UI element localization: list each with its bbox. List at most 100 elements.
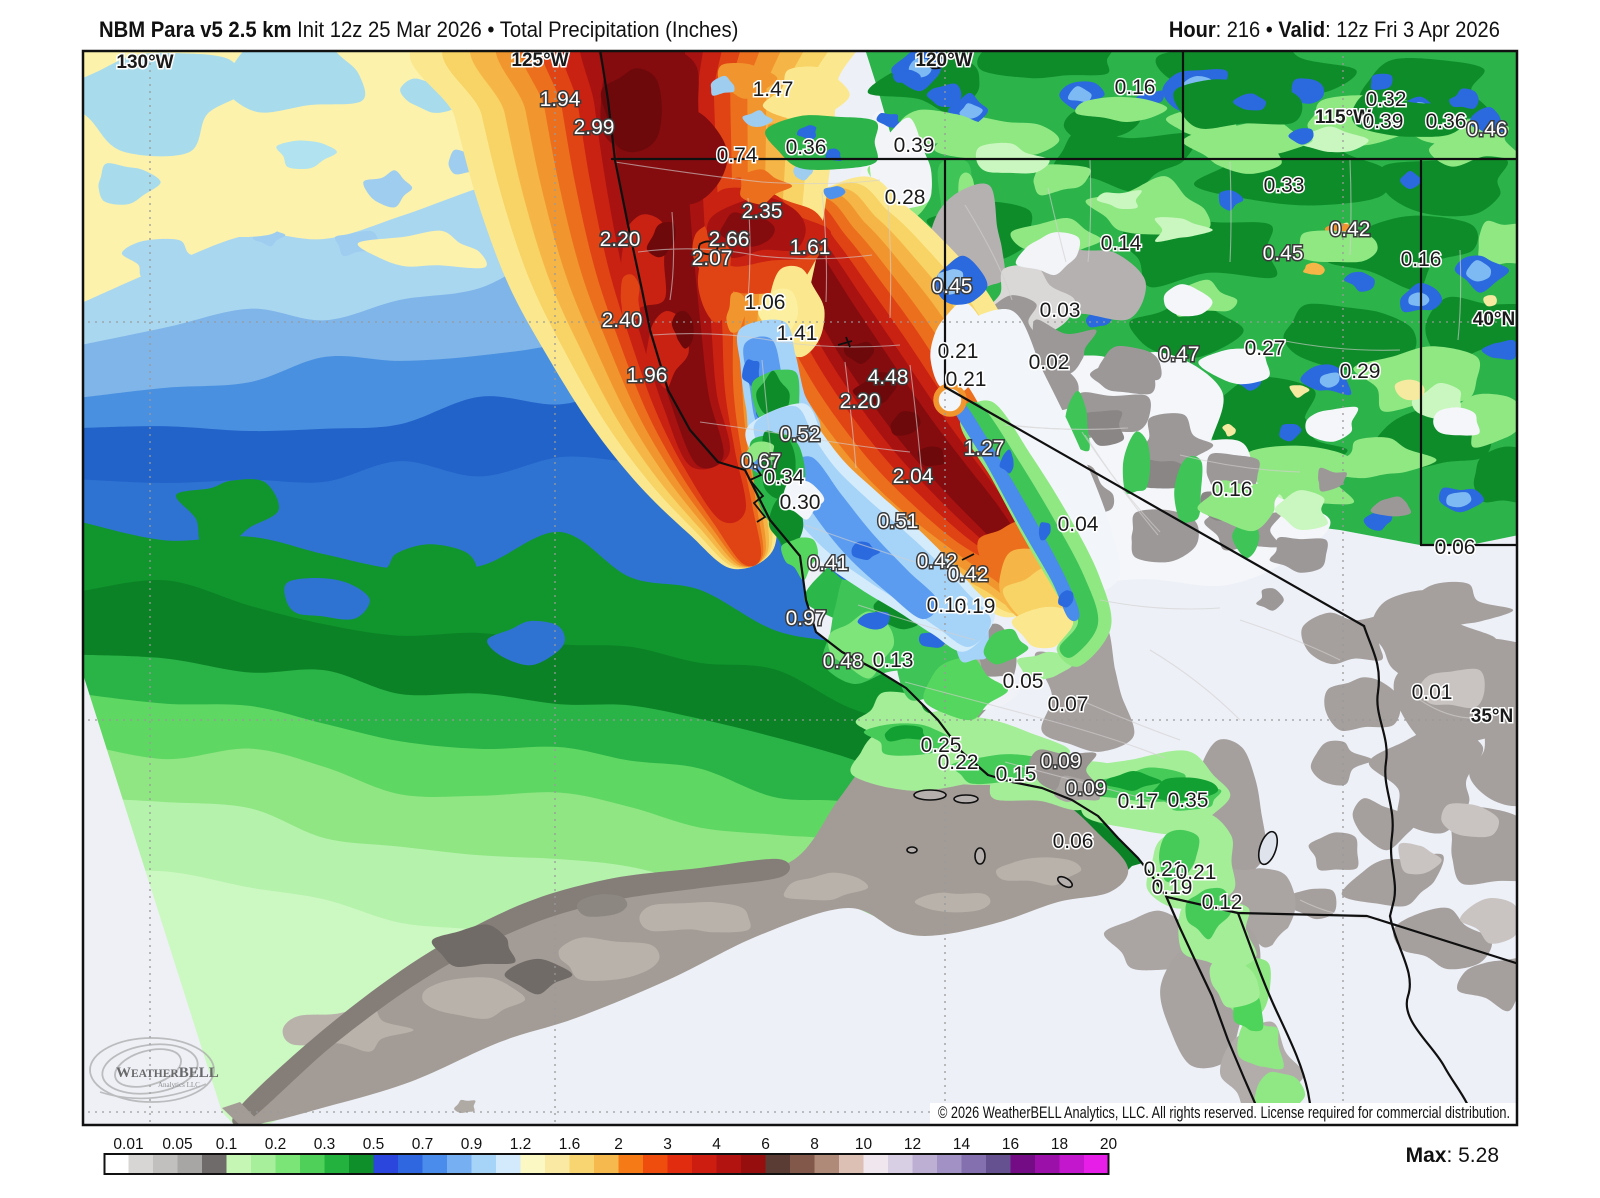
svg-text:0.16: 0.16	[1115, 76, 1156, 99]
svg-text:3: 3	[663, 1136, 672, 1153]
svg-text:6: 6	[761, 1136, 770, 1153]
svg-text:14: 14	[953, 1136, 971, 1153]
svg-text:0.9: 0.9	[461, 1136, 483, 1153]
svg-text:2.04: 2.04	[893, 465, 934, 488]
svg-text:0.05: 0.05	[1003, 670, 1044, 693]
svg-text:© 2026 WeatherBELL Analytics,: © 2026 WeatherBELL Analytics, LLC. All r…	[938, 1103, 1510, 1122]
svg-text:0.34: 0.34	[764, 466, 805, 489]
svg-text:130°W: 130°W	[116, 52, 173, 73]
svg-text:0.13: 0.13	[873, 649, 914, 672]
svg-text:16: 16	[1002, 1136, 1019, 1153]
svg-text:0.19: 0.19	[1152, 876, 1193, 899]
svg-text:0.45: 0.45	[1263, 242, 1304, 265]
svg-text:WEATHERBELL: WEATHERBELL	[116, 1065, 219, 1081]
svg-text:2.20: 2.20	[840, 390, 881, 413]
svg-text:2.20: 2.20	[600, 228, 641, 251]
svg-text:0.09: 0.09	[1066, 777, 1107, 800]
svg-text:1.2: 1.2	[510, 1136, 532, 1153]
svg-text:0.16: 0.16	[1401, 248, 1442, 271]
svg-text:0.25: 0.25	[921, 734, 962, 757]
svg-text:0.22: 0.22	[938, 751, 979, 774]
svg-text:0.07: 0.07	[1048, 693, 1089, 716]
svg-text:1.41: 1.41	[777, 322, 818, 345]
svg-text:0.17: 0.17	[1118, 790, 1159, 813]
svg-text:0.13: 0.13	[927, 594, 968, 617]
svg-text:0.30: 0.30	[780, 491, 821, 514]
svg-text:0.41: 0.41	[808, 552, 849, 575]
svg-text:0.1: 0.1	[216, 1136, 238, 1153]
svg-text:2.07: 2.07	[692, 247, 733, 270]
svg-text:0.21: 0.21	[1176, 861, 1217, 884]
svg-text:2.99: 2.99	[574, 116, 615, 139]
svg-text:0.04: 0.04	[1058, 513, 1099, 536]
svg-text:120°W: 120°W	[915, 50, 972, 71]
svg-text:0.3: 0.3	[314, 1136, 336, 1153]
svg-text:2.35: 2.35	[742, 200, 783, 223]
svg-text:0.7: 0.7	[412, 1136, 434, 1153]
svg-text:10: 10	[855, 1136, 873, 1153]
svg-text:0.5: 0.5	[363, 1136, 385, 1153]
svg-text:4: 4	[712, 1136, 721, 1153]
svg-text:0.46: 0.46	[1467, 118, 1508, 141]
svg-text:0.97: 0.97	[786, 607, 827, 630]
svg-text:2.40: 2.40	[602, 309, 643, 332]
svg-text:0.33: 0.33	[1264, 174, 1305, 197]
svg-text:4.48: 4.48	[868, 366, 909, 389]
svg-text:0.51: 0.51	[878, 510, 919, 533]
svg-text:12: 12	[904, 1136, 921, 1153]
svg-text:0.74: 0.74	[717, 144, 758, 167]
svg-text:1.06: 1.06	[745, 291, 786, 314]
svg-text:0.21: 0.21	[938, 340, 979, 363]
svg-text:0.12: 0.12	[1202, 891, 1243, 914]
svg-text:Max: 5.28: Max: 5.28	[1406, 1144, 1499, 1167]
svg-text:0.02: 0.02	[1029, 351, 1070, 374]
svg-text:2: 2	[614, 1136, 623, 1153]
svg-text:20: 20	[1100, 1136, 1118, 1153]
svg-text:115°W: 115°W	[1315, 107, 1371, 128]
svg-text:0.09: 0.09	[1041, 750, 1082, 773]
svg-text:0.39: 0.39	[1363, 110, 1404, 133]
svg-text:0.05: 0.05	[162, 1136, 192, 1153]
svg-text:1.96: 1.96	[627, 364, 668, 387]
svg-text:8: 8	[810, 1136, 819, 1153]
svg-text:Analytics LLC: Analytics LLC	[158, 1081, 200, 1089]
svg-text:1.61: 1.61	[790, 236, 831, 259]
svg-text:35°N: 35°N	[1471, 706, 1513, 727]
svg-text:1.94: 1.94	[540, 88, 581, 111]
svg-text:0.42: 0.42	[1330, 218, 1371, 241]
svg-text:18: 18	[1051, 1136, 1068, 1153]
svg-text:0.27: 0.27	[1245, 337, 1286, 360]
svg-text:0.35: 0.35	[1168, 789, 1209, 812]
svg-text:0.47: 0.47	[1159, 343, 1200, 366]
svg-text:0.32: 0.32	[1366, 88, 1407, 111]
svg-text:0.14: 0.14	[1101, 232, 1142, 255]
svg-text:0.21: 0.21	[946, 368, 987, 391]
svg-text:1.27: 1.27	[964, 437, 1005, 460]
svg-text:0.36: 0.36	[1426, 110, 1467, 133]
svg-text:1.47: 1.47	[753, 78, 794, 101]
svg-text:0.19: 0.19	[955, 595, 996, 618]
svg-text:0.28: 0.28	[885, 186, 926, 209]
svg-text:0.2: 0.2	[265, 1136, 287, 1153]
svg-text:0.16: 0.16	[1212, 478, 1253, 501]
svg-text:0.67: 0.67	[741, 450, 782, 473]
svg-text:40°N: 40°N	[1473, 309, 1515, 330]
svg-text:0.06: 0.06	[1053, 830, 1094, 853]
svg-text:0.42: 0.42	[948, 563, 989, 586]
svg-text:0.48: 0.48	[823, 650, 864, 673]
svg-text:0.39: 0.39	[894, 134, 935, 157]
svg-text:2.66: 2.66	[709, 228, 750, 251]
svg-text:0.52: 0.52	[780, 423, 821, 446]
svg-text:0.03: 0.03	[1040, 299, 1081, 322]
svg-text:0.15: 0.15	[996, 763, 1037, 786]
svg-text:0.42: 0.42	[917, 550, 958, 573]
svg-text:0.29: 0.29	[1340, 360, 1381, 383]
svg-text:0.36: 0.36	[786, 136, 827, 159]
svg-text:0.01: 0.01	[1412, 681, 1453, 704]
svg-text:0.45: 0.45	[932, 275, 973, 298]
svg-text:1.6: 1.6	[559, 1136, 581, 1153]
svg-text:0.01: 0.01	[113, 1136, 143, 1153]
svg-text:125°W: 125°W	[511, 50, 568, 71]
svg-text:0.21: 0.21	[1144, 858, 1185, 881]
svg-text:0.06: 0.06	[1435, 536, 1476, 559]
